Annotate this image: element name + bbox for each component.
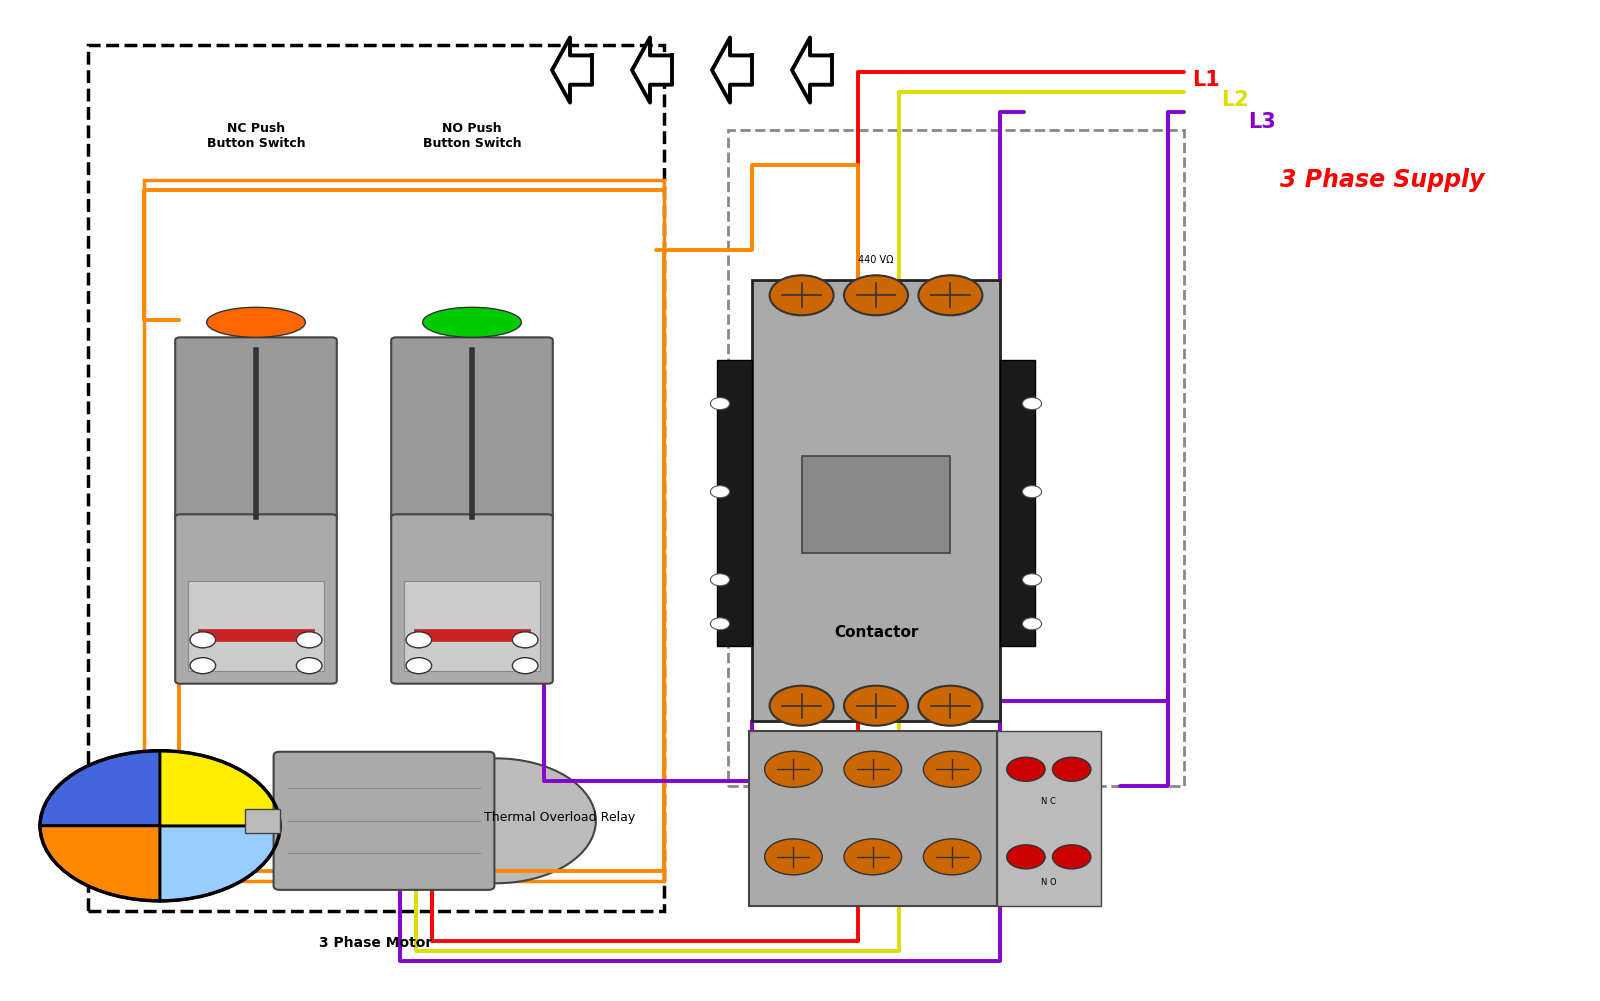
Ellipse shape	[206, 307, 306, 337]
Circle shape	[1022, 574, 1042, 586]
Circle shape	[512, 632, 538, 648]
Circle shape	[765, 751, 822, 787]
FancyBboxPatch shape	[390, 515, 554, 684]
Text: N O: N O	[1042, 878, 1056, 887]
Text: L1: L1	[1192, 70, 1219, 90]
Circle shape	[923, 751, 981, 787]
Text: 440 VΩ: 440 VΩ	[858, 255, 894, 265]
Circle shape	[1022, 485, 1042, 497]
Circle shape	[1006, 845, 1045, 869]
Text: 3 Phase Motor: 3 Phase Motor	[320, 936, 432, 950]
Circle shape	[918, 686, 982, 726]
Bar	[717, 359, 752, 646]
Polygon shape	[632, 37, 672, 102]
Text: N C: N C	[1042, 798, 1056, 806]
Text: Thermal Overload Relay: Thermal Overload Relay	[485, 812, 635, 824]
Circle shape	[296, 658, 322, 674]
Bar	[88, 45, 664, 911]
Circle shape	[1053, 845, 1091, 869]
Text: L2: L2	[1221, 90, 1248, 110]
Wedge shape	[40, 826, 160, 901]
Circle shape	[296, 632, 322, 648]
Bar	[752, 280, 1000, 721]
FancyBboxPatch shape	[176, 337, 338, 521]
Bar	[403, 581, 541, 671]
Bar	[1000, 359, 1035, 646]
Text: N: N	[1040, 542, 1046, 548]
Bar	[198, 629, 314, 641]
Circle shape	[710, 397, 730, 409]
Circle shape	[190, 658, 216, 674]
Circle shape	[765, 839, 822, 875]
Circle shape	[845, 751, 902, 787]
Text: O: O	[1040, 497, 1046, 504]
Circle shape	[190, 632, 216, 648]
Text: Contactor: Contactor	[834, 626, 918, 640]
Wedge shape	[160, 751, 280, 826]
Circle shape	[770, 686, 834, 726]
Bar	[749, 731, 997, 906]
Circle shape	[406, 632, 432, 648]
Circle shape	[1006, 757, 1045, 781]
Circle shape	[1053, 757, 1091, 781]
Circle shape	[845, 686, 909, 726]
Bar	[187, 581, 325, 671]
Circle shape	[845, 275, 909, 315]
Text: L3: L3	[1248, 112, 1275, 132]
Circle shape	[397, 759, 595, 883]
Ellipse shape	[422, 307, 522, 337]
FancyBboxPatch shape	[390, 337, 554, 521]
Text: C: C	[706, 454, 712, 458]
Circle shape	[923, 839, 981, 875]
Bar	[144, 180, 664, 881]
Bar	[728, 130, 1184, 786]
Circle shape	[845, 839, 902, 875]
Polygon shape	[712, 37, 752, 102]
Circle shape	[406, 658, 432, 674]
Polygon shape	[552, 37, 592, 102]
Circle shape	[710, 618, 730, 630]
Polygon shape	[792, 37, 832, 102]
Text: NC Push
Button Switch: NC Push Button Switch	[206, 122, 306, 150]
Bar	[414, 629, 530, 641]
Text: NO Push
Button Switch: NO Push Button Switch	[422, 122, 522, 150]
Text: 3 Phase Supply: 3 Phase Supply	[1280, 168, 1485, 192]
Bar	[245, 809, 280, 833]
FancyBboxPatch shape	[176, 515, 338, 684]
FancyBboxPatch shape	[274, 752, 494, 890]
Circle shape	[710, 485, 730, 497]
Circle shape	[1022, 397, 1042, 409]
Bar	[802, 456, 950, 554]
Wedge shape	[160, 826, 280, 901]
Circle shape	[1022, 618, 1042, 630]
Circle shape	[512, 658, 538, 674]
Circle shape	[918, 275, 982, 315]
Text: O: O	[706, 497, 712, 504]
Text: C: C	[1040, 454, 1046, 458]
Text: N: N	[706, 542, 712, 548]
Wedge shape	[40, 751, 160, 826]
Bar	[997, 731, 1101, 906]
Circle shape	[710, 574, 730, 586]
Circle shape	[770, 275, 834, 315]
